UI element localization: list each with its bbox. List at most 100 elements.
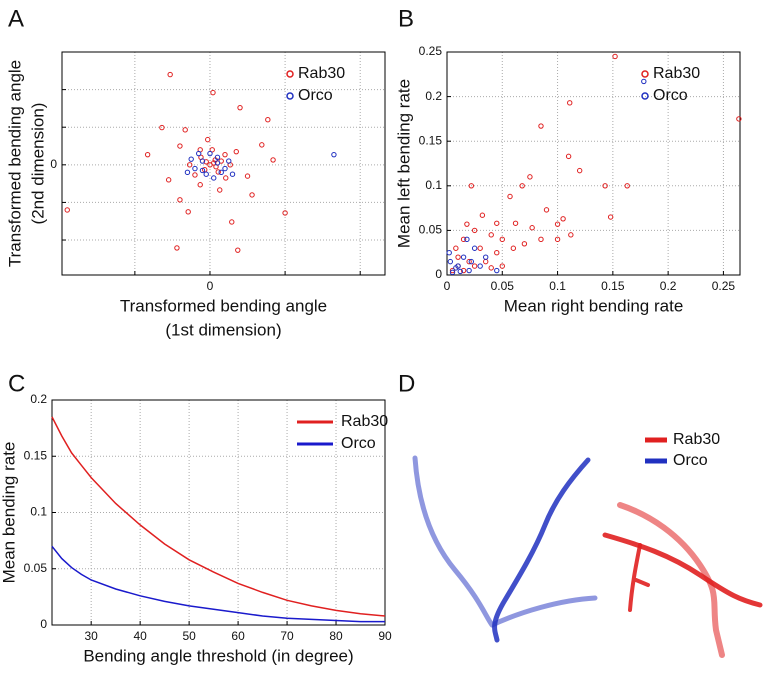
point	[494, 220, 500, 226]
point	[607, 214, 614, 220]
y-tick-label: 0	[435, 267, 442, 281]
point	[186, 162, 193, 168]
point	[447, 258, 454, 265]
y-tick-label: 0.15	[24, 448, 48, 462]
point	[235, 247, 241, 253]
point	[449, 267, 456, 274]
point	[182, 127, 188, 133]
point	[282, 210, 288, 216]
legend-label: Orco	[653, 87, 688, 104]
point	[466, 258, 472, 265]
point	[233, 148, 239, 155]
point	[567, 100, 573, 106]
trajectories	[412, 455, 763, 658]
y-axis-label: Mean left bending rate	[394, 79, 413, 248]
point	[494, 267, 500, 274]
point	[554, 236, 561, 243]
legend-label: Orco	[341, 435, 376, 452]
point	[538, 123, 544, 129]
point	[464, 221, 470, 227]
point	[192, 165, 198, 172]
point	[214, 154, 221, 160]
point	[529, 225, 535, 231]
x-tick-label: 90	[378, 629, 392, 643]
legend-swatch	[286, 70, 294, 78]
point	[64, 207, 70, 213]
point	[460, 267, 467, 274]
point	[736, 116, 742, 122]
plot-frame	[51, 399, 386, 626]
x-tick-label: 0.05	[491, 279, 515, 293]
point	[205, 136, 211, 143]
point	[223, 175, 229, 181]
point	[466, 267, 472, 274]
x-tick-label: 0.1	[549, 279, 566, 293]
point	[576, 167, 583, 174]
trajectory	[628, 543, 650, 612]
point	[207, 150, 213, 157]
point	[527, 174, 533, 180]
x-tick-label: 70	[280, 629, 294, 643]
point	[199, 167, 206, 174]
x-axis-label: Transformed bending angle	[120, 296, 327, 315]
point	[479, 212, 486, 218]
point	[192, 172, 198, 178]
point	[270, 157, 276, 163]
point	[494, 250, 500, 256]
legend-label: Rab30	[341, 413, 388, 430]
legend-swatch	[641, 92, 649, 100]
panel-label: A	[8, 5, 24, 32]
point	[457, 268, 463, 275]
trajectory	[602, 532, 763, 608]
point	[460, 236, 467, 243]
point	[464, 236, 470, 243]
point	[177, 143, 183, 149]
point	[471, 263, 478, 269]
y-tick-label: 0	[40, 617, 47, 631]
trajectory	[492, 457, 591, 643]
point	[177, 197, 183, 203]
point	[453, 265, 459, 271]
point	[185, 209, 191, 215]
x-tick-label: 0.2	[660, 279, 677, 293]
x-tick-label: 50	[182, 629, 196, 643]
point	[488, 232, 494, 238]
point	[144, 151, 151, 158]
x-axis-label: Mean right bending rate	[504, 296, 684, 315]
point	[222, 151, 228, 158]
point	[477, 263, 483, 269]
point	[215, 169, 221, 175]
point	[612, 53, 618, 60]
point	[211, 160, 217, 166]
panel-label: D	[398, 370, 415, 397]
point	[218, 169, 224, 176]
point	[488, 265, 494, 271]
point	[468, 258, 475, 265]
y-axis-label: (2nd dimension)	[28, 103, 47, 225]
point	[519, 183, 525, 189]
x-tick-label: 0	[444, 279, 451, 293]
point	[188, 156, 194, 162]
x-tick-label: 60	[231, 629, 245, 643]
point	[477, 245, 483, 251]
point	[214, 160, 221, 166]
point	[196, 150, 202, 157]
line	[51, 416, 386, 617]
point	[203, 171, 209, 177]
x-tick-label: 40	[133, 629, 147, 643]
point	[199, 158, 206, 164]
point	[211, 175, 217, 181]
panel-label: B	[398, 5, 414, 32]
point	[507, 193, 513, 200]
point	[184, 169, 191, 176]
point	[641, 78, 647, 85]
y-tick-label: 0.1	[425, 178, 442, 192]
point	[499, 236, 505, 243]
point	[543, 207, 550, 213]
legend-label: Rab30	[673, 431, 720, 448]
y-tick-label: 0	[50, 157, 57, 171]
y-axis-label: Transformed bending angle	[5, 60, 24, 267]
plot-frame	[61, 51, 386, 276]
